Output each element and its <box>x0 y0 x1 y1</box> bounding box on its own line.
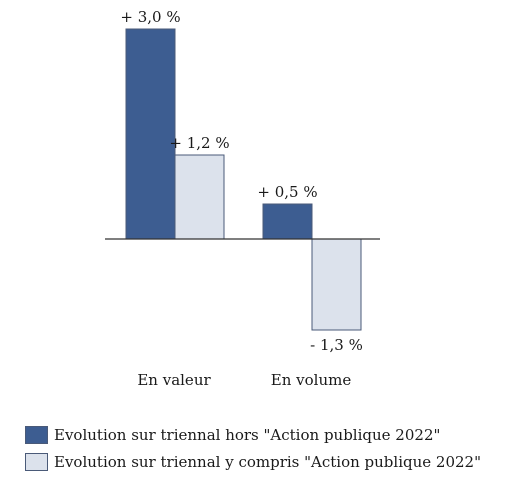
legend-item-series-2: Evolution sur triennal y compris "Action… <box>25 451 481 473</box>
legend-label-series-1: Evolution sur triennal hors "Action publ… <box>54 426 441 444</box>
bar-series-2-volume <box>311 238 362 331</box>
bar-series-1-valeur <box>125 28 176 240</box>
legend-item-series-1: Evolution sur triennal hors "Action publ… <box>25 424 481 446</box>
data-label-series-2-valeur: + 1,2 % <box>169 134 229 152</box>
legend: Evolution sur triennal hors "Action publ… <box>25 424 481 478</box>
bar-series-1-volume <box>262 203 313 240</box>
category-label-valeur: En valeur <box>137 371 211 389</box>
legend-swatch-series-1 <box>25 426 48 444</box>
bar-chart: + 3,0 % + 0,5 % + 1,2 % - 1,3 % En valeur En … <box>105 8 380 389</box>
data-label-series-2-volume: - 1,3 % <box>310 336 363 354</box>
legend-swatch-series-2 <box>25 453 48 471</box>
category-label-volume: En volume <box>271 371 352 389</box>
bar-series-2-valeur <box>174 154 225 240</box>
data-label-series-1-valeur: + 3,0 % <box>120 8 180 26</box>
data-label-series-1-volume: + 0,5 % <box>257 183 317 201</box>
legend-label-series-2: Evolution sur triennal y compris "Action… <box>54 453 481 471</box>
